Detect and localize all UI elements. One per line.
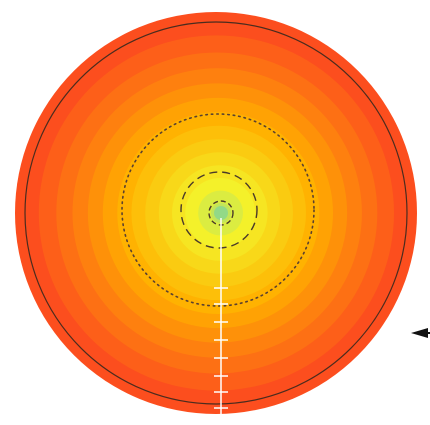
circle-marker-icon xyxy=(214,206,228,220)
outer-dotted-contour xyxy=(121,113,315,307)
outer-boundary-ring xyxy=(24,21,408,405)
arrow-left-icon xyxy=(411,328,430,338)
middle-dashed-contour xyxy=(180,171,258,249)
probe-ticks xyxy=(214,287,228,419)
arrow-head xyxy=(411,328,428,338)
measurement-line-icon xyxy=(214,218,228,424)
center-marker xyxy=(214,206,228,220)
